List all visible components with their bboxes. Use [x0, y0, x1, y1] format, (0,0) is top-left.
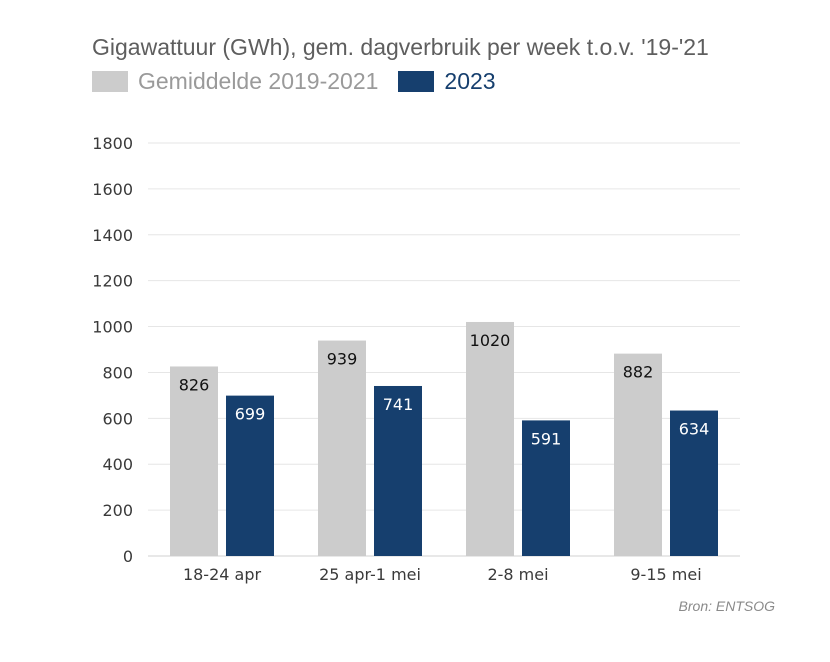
legend-label-baseline: Gemiddelde 2019-2021	[138, 68, 379, 94]
bar	[226, 395, 274, 556]
data-label: 1020	[470, 331, 511, 350]
y-tick-label: 0	[123, 547, 133, 566]
x-tick-label: 9-15 mei	[630, 565, 701, 584]
y-tick-label: 400	[102, 455, 133, 474]
y-tick-label: 200	[102, 501, 133, 520]
chart-title: Gigawattuur (GWh), gem. dagverbruik per …	[92, 34, 709, 60]
y-tick-label: 1000	[92, 318, 133, 337]
data-label: 939	[327, 350, 358, 369]
legend-swatch-2023	[398, 71, 435, 92]
x-tick-label: 18-24 apr	[183, 565, 262, 584]
y-tick-label: 1200	[92, 272, 133, 291]
legend: Gemiddelde 2019-2021 2023	[92, 68, 516, 95]
bar	[670, 410, 718, 556]
data-label: 741	[383, 395, 414, 414]
bar	[466, 321, 514, 556]
y-tick-label: 1600	[92, 180, 133, 199]
source-note: Bron: ENTSOG	[678, 598, 775, 614]
data-label: 699	[235, 405, 266, 424]
bar	[614, 353, 662, 556]
y-tick-label: 600	[102, 409, 133, 428]
bar	[522, 420, 570, 556]
y-tick-label: 800	[102, 363, 133, 382]
legend-item-baseline: Gemiddelde 2019-2021	[92, 68, 378, 95]
data-label: 591	[531, 429, 562, 448]
x-tick-label: 25 apr-1 mei	[319, 565, 421, 584]
data-label: 634	[679, 420, 710, 439]
y-tick-label: 1800	[92, 134, 133, 153]
bar	[318, 340, 366, 556]
legend-label-2023: 2023	[444, 68, 496, 94]
data-label: 882	[623, 363, 654, 382]
bar	[374, 385, 422, 556]
x-tick-label: 2-8 mei	[487, 565, 548, 584]
data-label: 826	[179, 375, 210, 394]
legend-swatch-baseline	[92, 71, 128, 92]
bar	[170, 366, 218, 556]
y-tick-label: 1400	[92, 226, 133, 245]
legend-item-2023: 2023	[398, 68, 496, 95]
